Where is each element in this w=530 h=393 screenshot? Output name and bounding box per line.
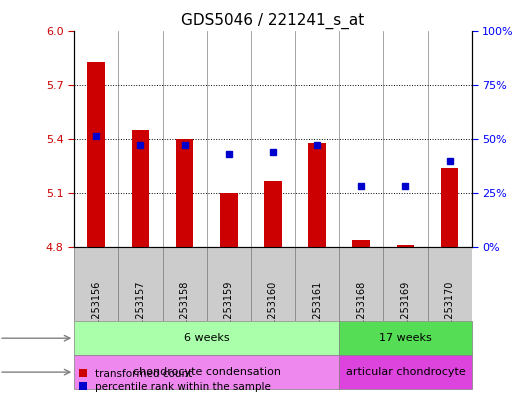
Bar [176,140,193,247]
Bar [396,246,414,247]
Bar [74,321,339,355]
Text: 6 weeks: 6 weeks [184,333,229,343]
Text: chondrocyte condensation: chondrocyte condensation [132,367,281,377]
Bar [87,62,105,247]
Bar [264,181,282,247]
Bar [352,240,370,247]
Bar [428,247,472,321]
Bar [163,247,207,321]
Bar [251,247,295,321]
Bar [295,247,339,321]
Bar [339,247,383,321]
Bar [339,355,472,389]
Bar [118,247,163,321]
Bar [74,247,118,321]
Bar [131,130,149,247]
Text: 17 weeks: 17 weeks [379,333,432,343]
Bar [308,143,326,247]
Text: GSM1253170: GSM1253170 [445,281,455,346]
Text: GSM1253156: GSM1253156 [91,281,101,346]
Text: GSM1253161: GSM1253161 [312,281,322,346]
Bar [74,355,339,389]
Text: GSM1253158: GSM1253158 [180,281,190,346]
Text: GSM1253169: GSM1253169 [401,281,410,346]
Bar [383,247,428,321]
Text: GSM1253160: GSM1253160 [268,281,278,346]
Text: articular chondrocyte: articular chondrocyte [346,367,465,377]
Text: GSM1253168: GSM1253168 [356,281,366,346]
Legend: transformed count, percentile rank within the sample: transformed count, percentile rank withi… [80,369,271,392]
Bar [441,168,458,247]
Title: GDS5046 / 221241_s_at: GDS5046 / 221241_s_at [181,13,365,29]
Bar [220,193,237,247]
Bar [339,321,472,355]
Text: GSM1253157: GSM1253157 [136,281,145,346]
Bar [207,247,251,321]
Text: GSM1253159: GSM1253159 [224,281,234,346]
